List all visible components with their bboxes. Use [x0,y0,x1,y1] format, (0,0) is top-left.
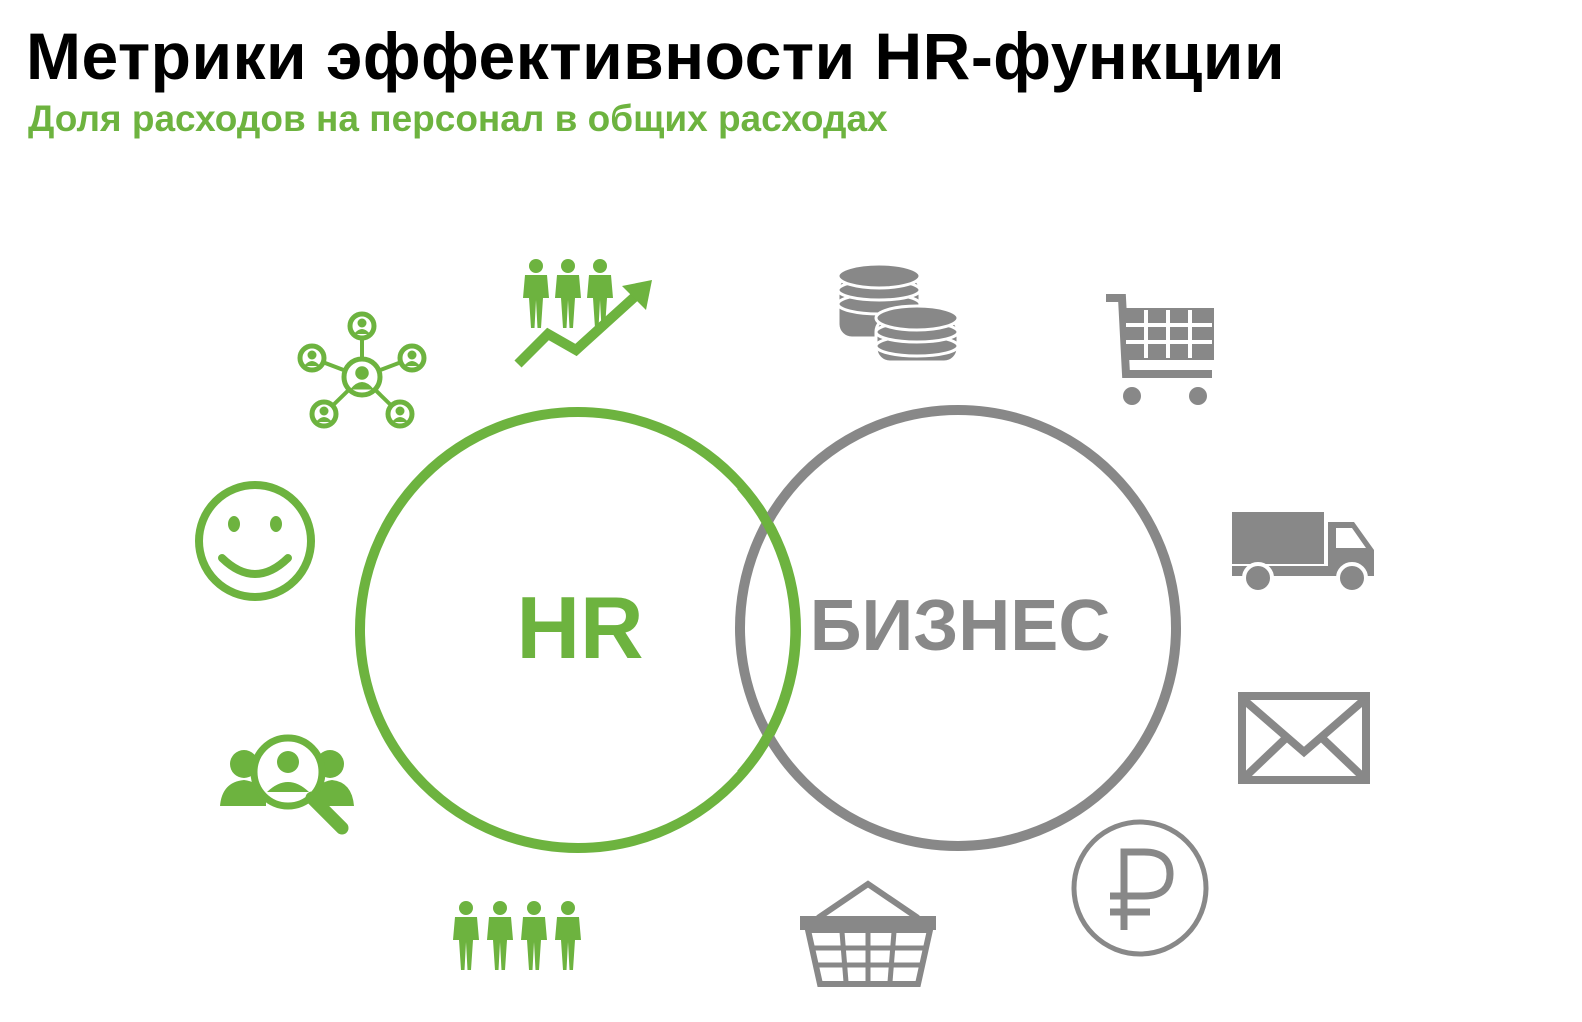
envelope-icon [1238,692,1370,784]
team-group-icon [453,901,581,970]
slide-title: Метрики эффективности HR-функции [26,19,1286,93]
team-growth-chart-icon [514,259,652,368]
slide-subtitle: Доля расходов на персонал в общих расход… [28,98,888,139]
hr-circle-overlap-arc [737,482,801,778]
smiley-face-icon [195,481,315,601]
basket-icon [800,880,936,987]
coin-stacks-icon [836,262,960,364]
ruble-coin-icon [1071,819,1209,957]
people-network-icon [297,311,427,429]
business-label: БИЗНЕС [810,586,1111,666]
candidate-search-icon [220,734,354,835]
shopping-cart-icon [1106,294,1214,405]
business-circle [735,405,1181,851]
delivery-truck-icon [1232,512,1374,594]
hr-label: HR [516,578,643,677]
